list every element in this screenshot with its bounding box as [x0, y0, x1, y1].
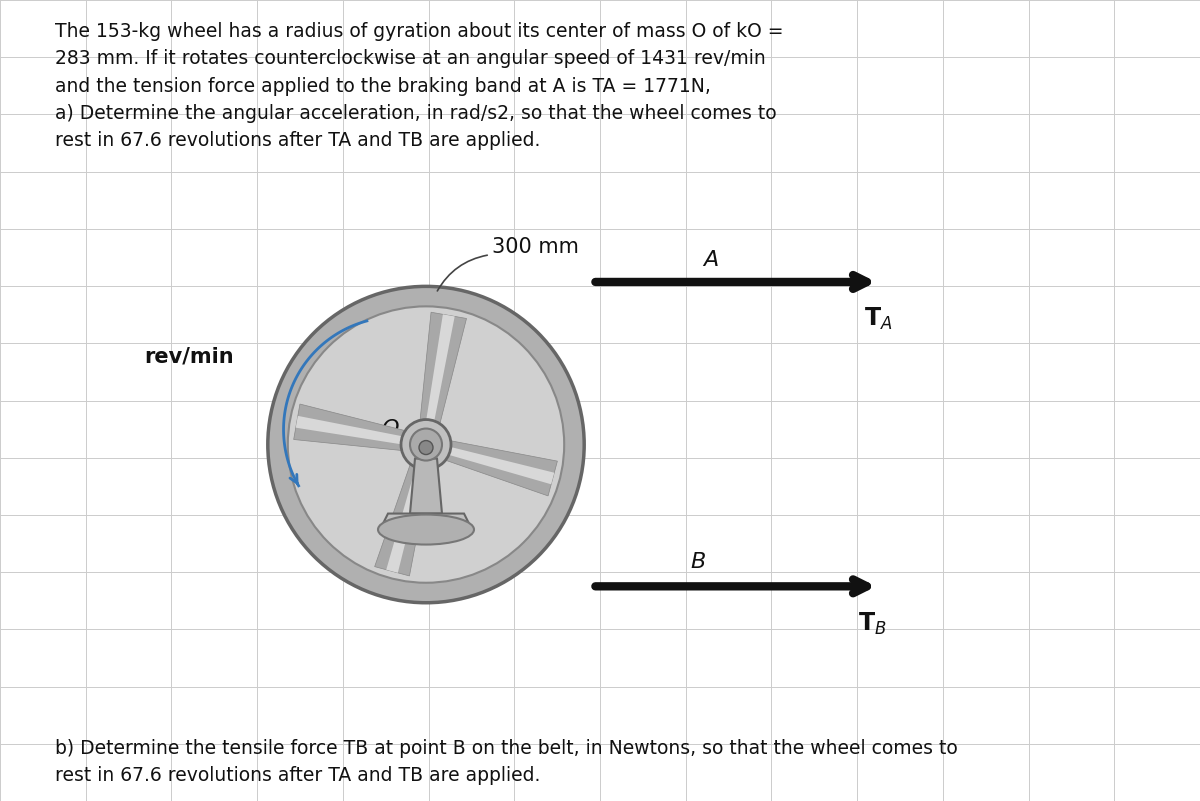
Text: The 153-kg wheel has a radius of gyration about its center of mass O of kO =
283: The 153-kg wheel has a radius of gyratio…	[55, 22, 784, 150]
Text: B: B	[691, 553, 706, 572]
Ellipse shape	[288, 306, 564, 583]
Text: O: O	[380, 419, 398, 438]
Text: $\mathbf{T}_{A}$: $\mathbf{T}_{A}$	[864, 306, 893, 332]
Ellipse shape	[419, 441, 433, 454]
Polygon shape	[410, 458, 442, 513]
Ellipse shape	[268, 287, 584, 602]
Text: $\mathbf{T}_{B}$: $\mathbf{T}_{B}$	[858, 610, 887, 637]
Text: 300 mm: 300 mm	[492, 237, 578, 256]
Ellipse shape	[410, 429, 442, 461]
Polygon shape	[445, 441, 557, 496]
Ellipse shape	[378, 514, 474, 545]
Ellipse shape	[401, 420, 451, 469]
Polygon shape	[426, 314, 455, 424]
Text: b) Determine the tensile force TB at point B on the belt, in Newtons, so that th: b) Determine the tensile force TB at poi…	[55, 739, 958, 785]
Polygon shape	[295, 416, 406, 445]
Polygon shape	[446, 446, 554, 485]
Polygon shape	[294, 404, 406, 451]
Text: A: A	[703, 251, 718, 270]
Polygon shape	[386, 465, 424, 573]
Text: rev/min: rev/min	[144, 347, 234, 366]
Polygon shape	[374, 463, 430, 576]
Polygon shape	[420, 312, 467, 425]
Polygon shape	[384, 513, 468, 521]
